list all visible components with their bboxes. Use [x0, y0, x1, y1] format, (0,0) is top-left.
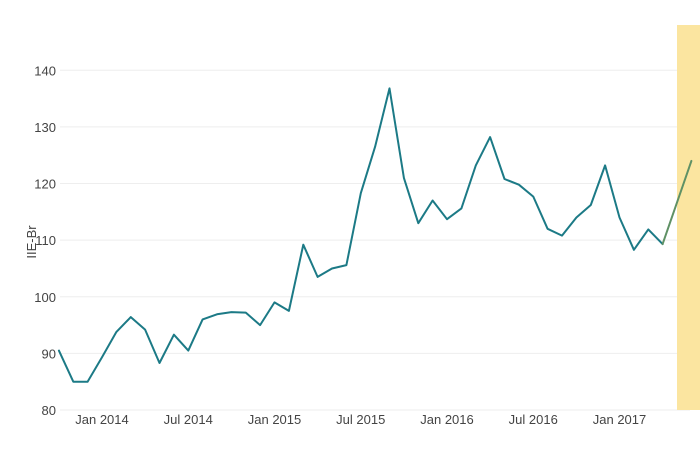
data-point[interactable]	[545, 226, 551, 232]
data-point[interactable]	[358, 190, 364, 196]
data-point[interactable]	[473, 162, 479, 168]
data-point[interactable]	[171, 332, 177, 338]
data-point[interactable]	[444, 216, 450, 222]
y-tick-label: 130	[34, 120, 56, 135]
x-tick-label: Jul 2015	[336, 412, 385, 427]
data-point[interactable]	[602, 162, 608, 168]
data-point[interactable]	[99, 354, 105, 360]
data-point[interactable]	[329, 265, 335, 271]
data-point[interactable]	[573, 215, 579, 221]
data-point[interactable]	[487, 134, 493, 140]
data-point[interactable]	[300, 242, 306, 248]
data-point[interactable]	[387, 85, 393, 91]
x-tick-label: Jul 2016	[509, 412, 558, 427]
data-point[interactable]	[415, 220, 421, 226]
x-tick-label: Jan 2015	[248, 412, 302, 427]
x-tick-label: Jan 2016	[420, 412, 474, 427]
data-point[interactable]	[85, 379, 91, 385]
data-point[interactable]	[559, 233, 565, 239]
data-point[interactable]	[688, 158, 694, 164]
axis-layer: 80 90 100 110 120 130 140 Jan 2014 Jul 2014 Jan 2…	[34, 63, 646, 427]
data-point[interactable]	[142, 327, 148, 333]
y-tick-label: 140	[34, 63, 56, 78]
data-point[interactable]	[157, 360, 163, 366]
data-point[interactable]	[458, 205, 464, 211]
data-point[interactable]	[516, 182, 522, 188]
data-point[interactable]	[617, 215, 623, 221]
data-point[interactable]	[257, 322, 263, 328]
data-point[interactable]	[372, 144, 378, 150]
data-point[interactable]	[243, 310, 249, 316]
data-point[interactable]	[56, 348, 62, 354]
grid-layer	[60, 69, 690, 411]
highlight-layer	[677, 25, 700, 410]
x-tick-label: Jul 2014	[164, 412, 213, 427]
data-point[interactable]	[343, 262, 349, 268]
data-point[interactable]	[286, 308, 292, 314]
data-point[interactable]	[70, 379, 76, 385]
data-point[interactable]	[530, 194, 536, 200]
data-point[interactable]	[660, 241, 666, 247]
y-tick-label: 120	[34, 177, 56, 192]
data-point[interactable]	[272, 299, 278, 305]
projection-line	[661, 159, 693, 246]
data-point[interactable]	[185, 348, 191, 354]
data-point[interactable]	[128, 314, 134, 320]
y-axis-title: IIE-Br	[24, 225, 39, 259]
data-point[interactable]	[631, 247, 637, 253]
x-tick-label: Jan 2014	[75, 412, 129, 427]
forecast-highlight-band	[677, 25, 700, 410]
data-point[interactable]	[502, 176, 508, 182]
data-point[interactable]	[200, 316, 206, 322]
data-point[interactable]	[645, 226, 651, 232]
data-point[interactable]	[113, 329, 119, 335]
data-point[interactable]	[228, 309, 234, 315]
data-point[interactable]	[430, 198, 436, 204]
data-point[interactable]	[401, 175, 407, 181]
series-layer	[56, 85, 694, 385]
x-tick-label: Jan 2017	[593, 412, 647, 427]
data-point[interactable]	[315, 274, 321, 280]
y-tick-label: 90	[42, 346, 56, 361]
y-tick-label: 80	[42, 403, 56, 418]
y-tick-label: 100	[34, 290, 56, 305]
series-line	[57, 87, 664, 383]
data-point[interactable]	[214, 311, 220, 317]
data-point[interactable]	[588, 202, 594, 208]
y-tick-label: 110	[35, 233, 56, 248]
